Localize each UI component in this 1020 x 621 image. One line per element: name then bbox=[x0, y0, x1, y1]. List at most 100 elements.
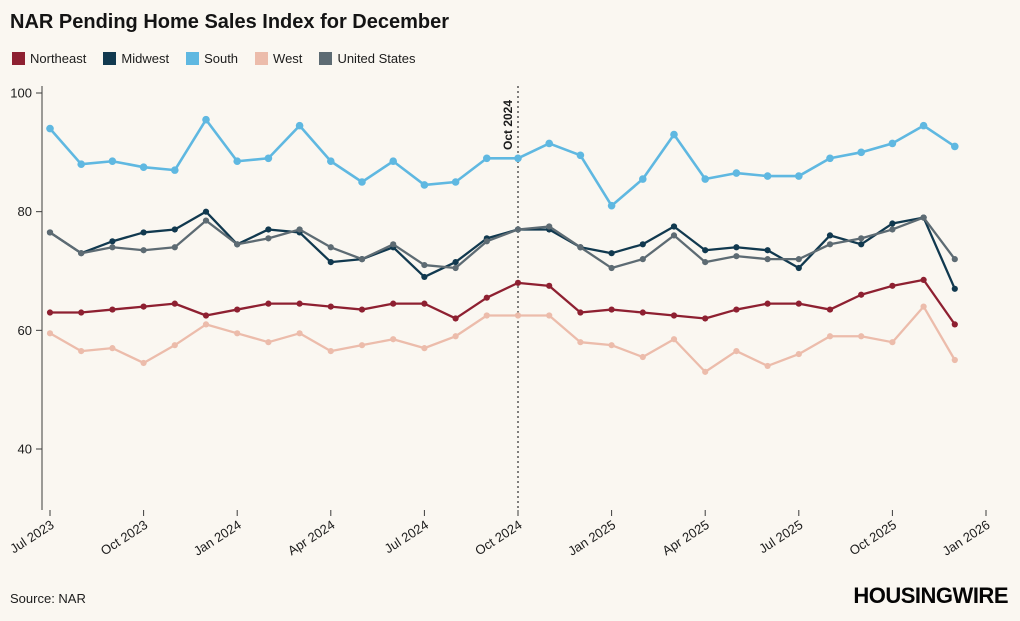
data-point bbox=[826, 306, 834, 313]
data-point bbox=[795, 264, 802, 272]
data-point bbox=[701, 175, 709, 183]
data-point bbox=[670, 223, 678, 230]
x-tick-label: Jan 2025 bbox=[565, 517, 618, 559]
data-point bbox=[858, 241, 865, 248]
data-point bbox=[296, 300, 303, 307]
data-point bbox=[46, 229, 54, 236]
data-point bbox=[109, 244, 116, 251]
data-point bbox=[171, 300, 178, 307]
legend-label-west: West bbox=[273, 51, 303, 66]
data-point bbox=[826, 333, 834, 340]
data-point bbox=[764, 300, 771, 307]
data-point bbox=[140, 303, 147, 310]
legend-item-united-states: United States bbox=[319, 51, 415, 66]
y-tick-label: 60 bbox=[18, 323, 32, 338]
data-point bbox=[733, 253, 740, 260]
data-point bbox=[639, 241, 646, 248]
data-point bbox=[889, 282, 896, 289]
data-point bbox=[327, 157, 335, 166]
series-northeast bbox=[46, 276, 958, 328]
series-south bbox=[46, 115, 959, 210]
data-point bbox=[265, 300, 272, 307]
data-point bbox=[452, 264, 459, 272]
data-point bbox=[920, 276, 927, 283]
data-point bbox=[546, 312, 553, 319]
data-point bbox=[171, 244, 178, 251]
y-tick-label: 100 bbox=[10, 86, 32, 101]
data-point bbox=[46, 309, 54, 316]
annotation-label: Oct 2024 bbox=[501, 100, 515, 150]
series-midwest bbox=[46, 208, 958, 292]
data-point bbox=[889, 339, 896, 346]
data-point bbox=[483, 312, 490, 319]
data-point bbox=[920, 303, 927, 310]
data-point bbox=[78, 250, 85, 257]
series-line bbox=[48, 210, 956, 290]
data-point bbox=[608, 264, 615, 272]
data-point bbox=[171, 226, 178, 233]
legend-label-south: South bbox=[204, 51, 239, 66]
data-point bbox=[670, 312, 678, 319]
data-point bbox=[390, 336, 397, 343]
data-point bbox=[763, 172, 772, 180]
data-point bbox=[764, 256, 771, 263]
data-point bbox=[546, 282, 553, 289]
legend-item-south: South bbox=[186, 51, 238, 66]
data-point bbox=[234, 306, 241, 313]
data-point bbox=[858, 235, 865, 242]
data-point bbox=[514, 226, 522, 233]
data-point bbox=[421, 261, 428, 269]
data-point bbox=[889, 226, 896, 233]
data-point bbox=[77, 160, 85, 168]
data-point bbox=[140, 229, 147, 236]
data-point bbox=[327, 347, 334, 355]
data-point bbox=[327, 303, 334, 310]
data-point bbox=[576, 151, 585, 160]
series-line bbox=[48, 305, 956, 374]
data-point bbox=[702, 258, 709, 266]
data-point bbox=[577, 309, 584, 316]
data-point bbox=[577, 244, 584, 251]
series-united-states bbox=[46, 214, 958, 272]
data-point bbox=[390, 300, 397, 307]
data-point bbox=[265, 235, 272, 242]
data-point bbox=[358, 342, 366, 349]
data-point bbox=[889, 220, 896, 227]
data-point bbox=[795, 350, 802, 358]
data-point bbox=[108, 157, 117, 166]
data-point bbox=[452, 333, 459, 340]
data-point bbox=[202, 217, 210, 224]
data-point bbox=[888, 139, 897, 148]
data-point bbox=[296, 330, 303, 337]
data-point bbox=[670, 130, 678, 139]
data-point bbox=[171, 166, 179, 174]
legend-swatch-south bbox=[186, 52, 200, 65]
legend-label-northeast: Northeast bbox=[30, 51, 87, 66]
data-point bbox=[951, 356, 958, 364]
data-point bbox=[577, 339, 584, 346]
data-point bbox=[670, 336, 678, 343]
data-point bbox=[858, 333, 865, 340]
data-point bbox=[46, 124, 54, 133]
data-point bbox=[546, 223, 553, 230]
data-point bbox=[202, 312, 210, 319]
data-point bbox=[296, 226, 303, 233]
data-point bbox=[46, 330, 54, 337]
legend: Northeast Midwest South West United Stat… bbox=[12, 51, 415, 66]
series-line bbox=[48, 118, 957, 208]
data-point bbox=[140, 247, 147, 254]
data-point bbox=[639, 353, 646, 361]
data-point bbox=[732, 169, 741, 177]
data-point bbox=[78, 347, 85, 355]
data-point bbox=[514, 312, 522, 319]
data-point bbox=[295, 121, 304, 130]
x-tick-label: Oct 2023 bbox=[98, 517, 150, 558]
data-point bbox=[545, 139, 553, 148]
data-point bbox=[420, 181, 429, 189]
housingwire-logo: HOUSINGWIRE bbox=[853, 583, 1008, 608]
data-point bbox=[514, 154, 522, 163]
data-point bbox=[857, 148, 865, 157]
data-point bbox=[951, 142, 959, 151]
data-point bbox=[733, 306, 740, 313]
